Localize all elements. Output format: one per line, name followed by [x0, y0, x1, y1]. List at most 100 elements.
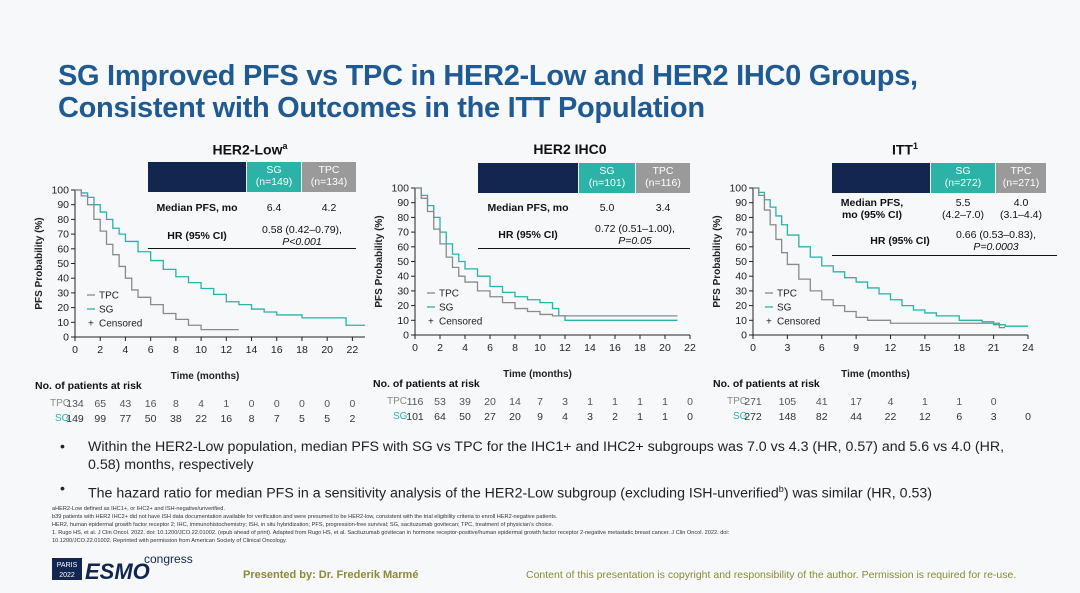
- risk-sg-cell: 6: [956, 411, 963, 423]
- legend-censored-marker: +: [766, 317, 772, 328]
- tpc-header: TPC (n=134): [302, 162, 356, 192]
- y-tick-label: 60: [735, 241, 747, 253]
- y-tick-label: 100: [729, 183, 747, 195]
- legend-censored-label: Censored: [777, 317, 820, 328]
- risk-sg-cell: 4: [562, 411, 568, 423]
- risk-tpc-cell: 3: [562, 396, 568, 408]
- footnotes: aHER2-Low defined as IHC1+, or IHC2+ and…: [52, 505, 1052, 545]
- y-tick-label: 70: [735, 227, 747, 239]
- x-tick-label: 6: [148, 344, 154, 356]
- x-tick-label: 18: [953, 342, 965, 354]
- x-axis-label: Time (months): [503, 369, 572, 380]
- risk-sg-cell: 77: [119, 413, 132, 425]
- risk-sg-cell: 99: [94, 413, 107, 425]
- logo-year: 2022: [59, 572, 75, 579]
- risk-sg-cell: 22: [195, 413, 207, 425]
- y-tick-label: 50: [57, 258, 69, 270]
- risk-sg-cell: 5: [324, 413, 331, 425]
- risk-tpc-label: TPC: [727, 396, 747, 407]
- bullet-item: • Within the HER2-Low population, median …: [60, 439, 1005, 473]
- x-tick-label: 6: [819, 342, 825, 354]
- table-rule: [148, 248, 356, 249]
- table-rule: [478, 248, 690, 249]
- legend-tpc-label: TPC: [777, 289, 797, 300]
- x-tick-label: 0: [750, 342, 756, 354]
- risk-tpc-cell: 65: [94, 398, 107, 410]
- risk-sg-cell: 38: [170, 413, 182, 425]
- risk-sg-cell: 8: [248, 413, 255, 425]
- y-axis-label: PFS Probability (%): [712, 215, 723, 307]
- risk-sg-cell: 0: [1025, 411, 1031, 423]
- legend-censored-label: Censored: [99, 319, 142, 330]
- risk-tpc-cell: 0: [349, 398, 356, 410]
- risk-sg-cell: 64: [434, 411, 446, 423]
- table-rule: [832, 255, 1057, 256]
- sg-header: SG (n=149): [247, 162, 301, 192]
- x-tick-label: 14: [246, 344, 258, 356]
- x-tick-label: 10: [195, 344, 207, 356]
- risk-tpc-cell: 134: [66, 398, 84, 410]
- x-tick-label: 22: [684, 342, 696, 354]
- risk-sg-cell: 27: [484, 411, 496, 423]
- risk-tpc-cell: 16: [144, 398, 157, 410]
- y-tick-label: 30: [397, 285, 409, 297]
- legend-sg-label: SG: [777, 303, 792, 314]
- risk-header: No. of patients at risk: [35, 380, 142, 392]
- risk-tpc-cell: 105: [778, 396, 797, 408]
- x-tick-label: 18: [296, 344, 308, 356]
- sg-curve: [753, 187, 1028, 327]
- x-tick-label: 4: [462, 342, 468, 354]
- panel-title-her2-low: HER2-Lowa: [212, 141, 288, 158]
- y-tick-label: 40: [397, 271, 409, 283]
- x-tick-label: 16: [271, 344, 283, 356]
- median-sg-value: 5.5 (4.2–7.0): [941, 197, 985, 221]
- x-tick-label: 2: [437, 342, 443, 354]
- tpc-curve: [753, 187, 1006, 329]
- y-tick-label: 90: [397, 197, 409, 209]
- x-axis-label: Time (months): [841, 369, 910, 380]
- x-tick-label: 8: [173, 344, 179, 356]
- legend-censored-marker: +: [428, 317, 434, 328]
- risk-tpc-cell: 0: [299, 398, 305, 410]
- sg-curve: [75, 189, 365, 326]
- logo-word: congress: [144, 552, 193, 566]
- risk-sg-cell: 12: [919, 411, 931, 423]
- y-tick-label: 80: [57, 214, 69, 226]
- y-tick-label: 30: [735, 285, 747, 297]
- risk-sg-cell: 7: [273, 413, 280, 425]
- sg-header: SG (n=272): [931, 163, 995, 193]
- x-tick-label: 0: [412, 342, 418, 354]
- legend-sg-label: SG: [439, 303, 454, 314]
- x-tick-label: 16: [609, 342, 621, 354]
- y-tick-label: 10: [57, 317, 69, 329]
- tpc-header: TPC (n=116): [636, 163, 690, 193]
- y-tick-label: 20: [57, 302, 69, 314]
- km-chart-her2-ihc0: 0 10 20 30 40 50 60 70 80 90 100 0 2 4 6 8 10 12 14 16 18 20 2…: [374, 183, 696, 381]
- esmo-congress-logo: PARIS 2022 ESMO congress: [52, 552, 193, 582]
- y-axis-label: PFS Probability (%): [374, 215, 385, 307]
- risk-tpc-cell: 0: [248, 398, 255, 410]
- risk-tpc-cell: 1: [921, 396, 928, 408]
- hr-label: HR (95% CI): [870, 235, 930, 247]
- y-tick-label: 100: [51, 185, 69, 197]
- risk-sg-cell: 148: [778, 411, 797, 423]
- y-tick-label: 0: [403, 330, 409, 342]
- x-tick-label: 9: [853, 342, 859, 354]
- y-tick-label: 0: [63, 332, 69, 344]
- footnote: b39 patients with HER2 IHC2+ did not hav…: [52, 514, 558, 520]
- hr-value: 0.66 (0.53–0.83), P=0.0003: [956, 229, 1036, 253]
- y-tick-label: 70: [397, 227, 409, 239]
- risk-tpc-cell: 271: [744, 396, 762, 408]
- risk-tpc-cell: 1: [956, 396, 963, 408]
- risk-sg-label: SG: [393, 411, 408, 422]
- legend-sg-label: SG: [99, 305, 114, 316]
- risk-sg-cell: 20: [509, 411, 521, 423]
- y-tick-label: 20: [397, 300, 409, 312]
- title-line-1: SG Improved PFS vs TPC in HER2-Low and H…: [58, 60, 918, 92]
- risk-sg-label: SG: [733, 411, 748, 422]
- x-tick-label: 12: [885, 342, 897, 354]
- x-tick-label: 18: [634, 342, 646, 354]
- y-tick-label: 60: [397, 241, 409, 253]
- footnote: HER2, human epidermal growth factor rece…: [52, 522, 554, 528]
